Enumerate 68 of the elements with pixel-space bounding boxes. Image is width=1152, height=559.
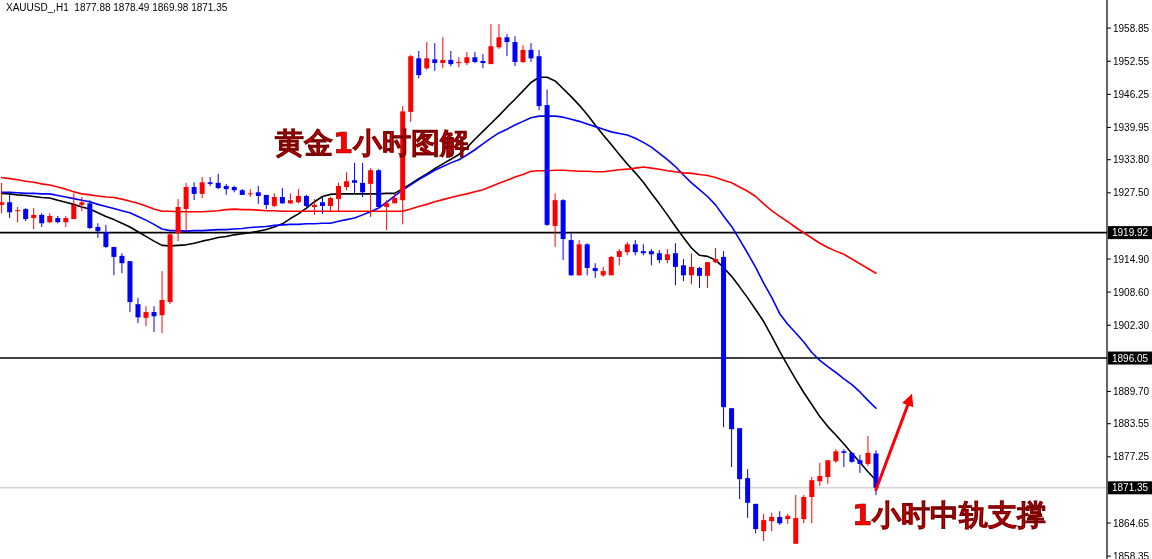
candlestick <box>464 51 470 66</box>
y-tick-label: 1908.60 <box>1113 286 1150 298</box>
candlestick <box>729 407 735 468</box>
ref-line-label: 1871.35 <box>1112 482 1149 494</box>
candlestick <box>841 448 847 468</box>
chart-title: XAUUSD_,H1 1877.88 1878.49 1869.98 1871.35 <box>6 2 228 13</box>
candlestick <box>480 53 486 69</box>
candlestick <box>432 42 438 72</box>
candlestick <box>472 51 478 64</box>
candlestick <box>71 192 77 220</box>
candlestick <box>488 23 494 65</box>
candlestick <box>103 224 109 249</box>
candlestick <box>159 270 165 334</box>
candlestick <box>416 50 422 79</box>
candlestick <box>769 512 775 532</box>
candlestick <box>183 182 189 233</box>
candlestick <box>360 162 366 198</box>
candlestick <box>809 476 815 524</box>
candlestick <box>496 23 502 50</box>
candlestick <box>865 435 871 467</box>
candlestick <box>512 35 518 67</box>
candlestick <box>336 182 342 213</box>
candlestick <box>504 33 510 57</box>
candlestick <box>424 41 430 71</box>
candlestick <box>111 246 117 276</box>
annotation: 1小时中轨支撑 <box>852 498 1047 532</box>
y-tick-label: 1877.25 <box>1113 451 1150 463</box>
y-tick-label: 1902.30 <box>1113 319 1150 331</box>
y-tick-label: 1958.85 <box>1113 22 1150 34</box>
candlestick <box>7 192 13 219</box>
candlestick <box>456 56 462 68</box>
candlestick <box>151 305 157 333</box>
y-tick-label: 1883.55 <box>1113 418 1150 430</box>
y-tick-label: 1914.90 <box>1113 253 1150 265</box>
y-tick-label: 1927.50 <box>1113 187 1150 199</box>
candlestick <box>680 258 686 282</box>
ref-line-label: 1896.05 <box>1112 352 1149 364</box>
candlestick <box>31 207 37 230</box>
candlestick <box>352 162 358 194</box>
candlestick <box>95 222 101 239</box>
candlestick <box>705 261 711 289</box>
candlestick <box>528 42 534 63</box>
candlestick <box>0 182 5 214</box>
candlestick <box>688 252 694 285</box>
y-tick-label: 1939.95 <box>1113 121 1150 133</box>
y-tick-label: 1946.25 <box>1113 88 1150 100</box>
y-tick-label: 1933.80 <box>1113 154 1150 166</box>
candlestick <box>199 176 205 199</box>
candlestick <box>119 252 125 274</box>
y-tick-label: 1952.55 <box>1113 55 1150 67</box>
candlestick <box>191 181 197 201</box>
candlestick <box>672 242 678 286</box>
candlestick <box>135 297 141 324</box>
candlestick <box>15 206 21 223</box>
candlestick <box>761 513 767 542</box>
candlestick <box>440 36 446 69</box>
candlestick <box>697 266 702 289</box>
candlestick <box>801 494 807 524</box>
ref-line-label: 1919.92 <box>1112 227 1149 239</box>
y-tick-label: 1864.65 <box>1113 517 1150 529</box>
candlestick <box>584 242 590 276</box>
y-tick-label: 1889.70 <box>1113 385 1150 397</box>
candlestick <box>817 462 823 487</box>
candlestick <box>143 305 149 327</box>
candlestick <box>857 454 863 474</box>
candlestick <box>384 199 390 231</box>
y-tick-label: 1858.35 <box>1113 550 1150 559</box>
candlestick <box>825 459 831 485</box>
